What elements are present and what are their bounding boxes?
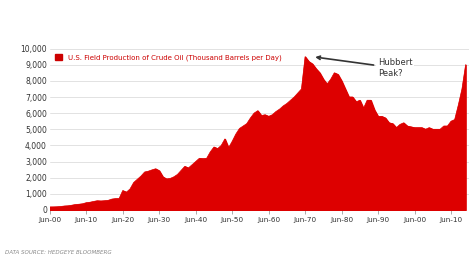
- Text: DATA SOURCE: HEDGEYE BLOOMBERG: DATA SOURCE: HEDGEYE BLOOMBERG: [5, 250, 111, 255]
- Legend: U.S. Field Production of Crude Oil (Thousand Barrels per Day): U.S. Field Production of Crude Oil (Thou…: [53, 52, 283, 63]
- Text: Hubbert
Peak?: Hubbert Peak?: [317, 56, 412, 78]
- Text: A LONG-TERM LOOK AT U.S. CRUDE PRODUCTION: A LONG-TERM LOOK AT U.S. CRUDE PRODUCTIO…: [55, 15, 419, 28]
